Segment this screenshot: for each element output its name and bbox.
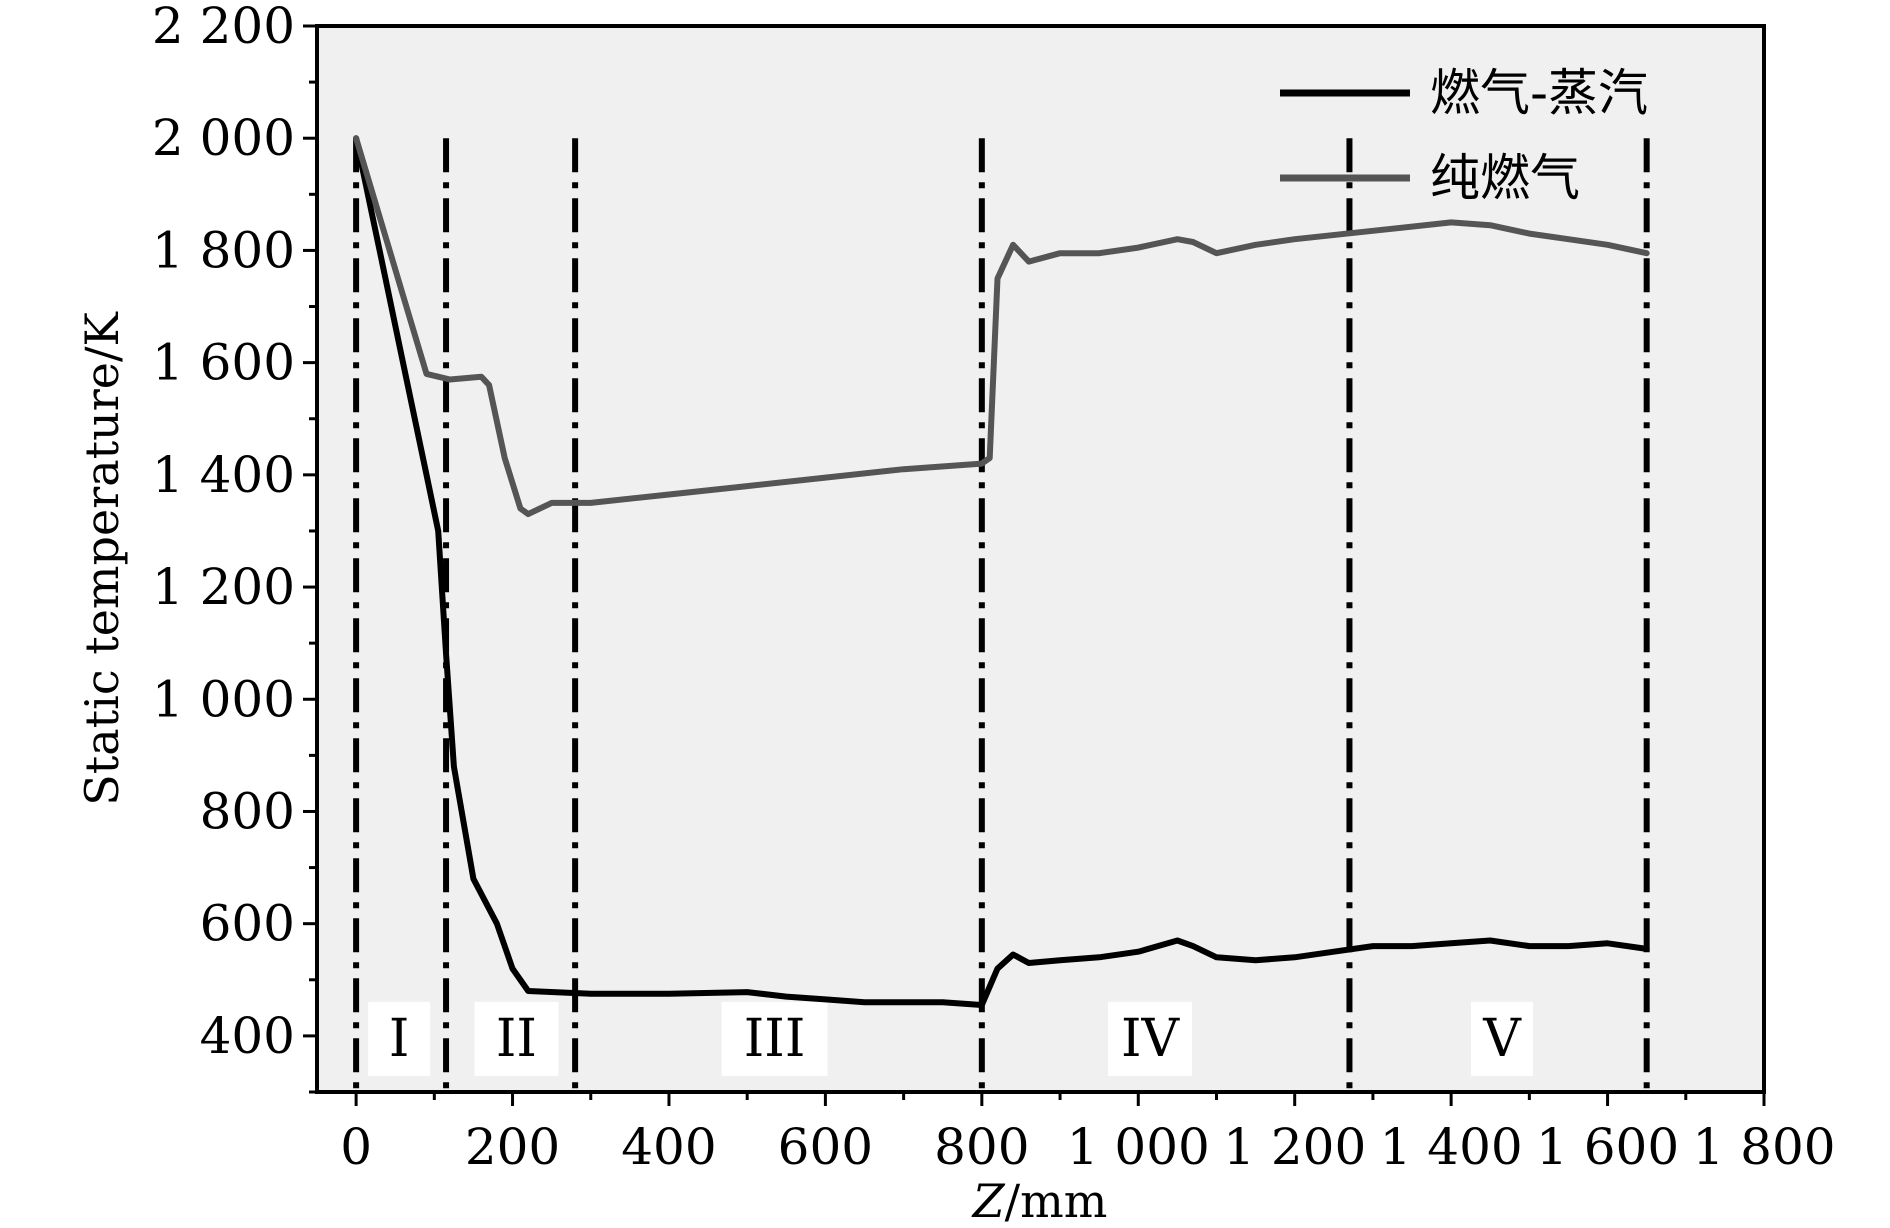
y-axis-ticks: 400 600 800 1 000 1 200 1 400 1 600 1 800 2 000 2… <box>152 0 317 1094</box>
y-tick-label: 2 200 <box>152 0 295 55</box>
y-tick-label: 800 <box>200 782 295 840</box>
x-tick-label: 600 <box>778 1118 873 1176</box>
region-label: I <box>389 1009 410 1069</box>
region-label: III <box>744 1009 806 1069</box>
x-tick-label: 1 000 <box>1067 1118 1210 1176</box>
region-label-bg <box>474 1001 559 1076</box>
plot-area <box>317 26 1764 1092</box>
y-tick-label: 1 200 <box>152 558 295 616</box>
region-label: II <box>496 1009 537 1069</box>
x-tick-label: 800 <box>934 1118 1029 1176</box>
plot-frame <box>315 24 1766 1094</box>
y-tick-label: 1 000 <box>152 670 295 728</box>
x-axis-title-unit: /mm <box>1005 1174 1108 1228</box>
region-label-bg <box>1108 1001 1193 1076</box>
series-group <box>353 135 1650 1008</box>
region-label-bg <box>721 1001 828 1076</box>
legend-label-pure-gas: 纯燃气 <box>1430 149 1580 207</box>
y-tick-label: 400 <box>200 1007 295 1065</box>
x-tick-label: 400 <box>621 1118 716 1176</box>
y-axis-title: Static temperature/K <box>75 311 129 806</box>
y-tick-label: 600 <box>200 895 295 953</box>
region-label-backgrounds <box>368 1001 1533 1076</box>
x-tick-label: 1 800 <box>1692 1118 1835 1176</box>
x-axis-title-variable: Z <box>971 1174 1006 1228</box>
x-tick-label: 1 400 <box>1380 1118 1523 1176</box>
y-tick-label: 1 800 <box>152 221 295 279</box>
legend-label-gas-steam: 燃气-蒸汽 <box>1430 64 1648 122</box>
x-axis-ticks: 0 200 400 600 800 1 000 1 200 1 400 1 600 1 800 <box>340 1092 1836 1176</box>
series-line-1 <box>353 135 1650 518</box>
legend: 燃气-蒸汽 纯燃气 <box>1280 64 1648 207</box>
x-tick-label: 0 <box>340 1118 372 1176</box>
y-tick-label: 2 000 <box>152 109 295 167</box>
x-axis-title: Z/mm <box>971 1174 1108 1228</box>
y-tick-label: 1 600 <box>152 334 295 392</box>
region-label-bg <box>1470 1001 1533 1076</box>
region-label: IV <box>1121 1009 1181 1069</box>
x-tick-label: 1 200 <box>1223 1118 1366 1176</box>
x-tick-label: 200 <box>465 1118 560 1176</box>
region-labels: I II III IV V <box>389 1009 1522 1069</box>
y-tick-label: 1 400 <box>152 446 295 504</box>
region-label: V <box>1482 1009 1522 1069</box>
x-tick-label: 1 600 <box>1536 1118 1679 1176</box>
series-line-0 <box>353 135 1650 1008</box>
region-label-bg <box>368 1001 431 1076</box>
region-boundaries <box>353 138 1650 1092</box>
